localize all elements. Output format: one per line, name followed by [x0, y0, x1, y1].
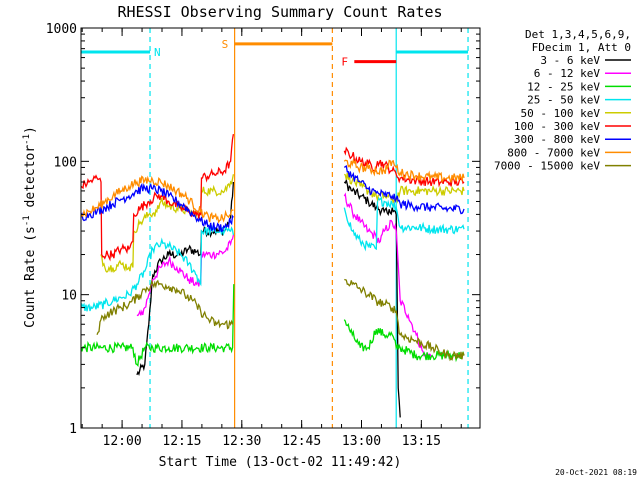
plot-frame	[80, 27, 481, 429]
y-axis-title-mid: detector	[23, 145, 38, 216]
series-line-8	[96, 278, 465, 362]
legend-label-5: 100 - 300 keV	[514, 120, 600, 133]
legend-label-2: 12 - 25 keV	[527, 80, 600, 93]
x-tick-label: 12:30	[222, 434, 261, 449]
legend-header-line: Det 1,3,4,5,6,9,	[525, 28, 631, 41]
flag-label-n: N	[154, 46, 161, 59]
y-tick-label: 100	[54, 155, 77, 170]
y-tick-label: 1000	[46, 22, 77, 37]
plot-area: N S F	[81, 28, 469, 428]
y-tick-label: 10	[61, 289, 77, 304]
legend-label-6: 300 - 800 keV	[514, 133, 600, 146]
series-line-4	[100, 172, 465, 273]
legend-label-0: 3 - 6 keV	[540, 54, 600, 67]
footer-date: 20-Oct-2021 08:19	[555, 468, 637, 477]
y-axis-title-sup1: -1	[22, 215, 32, 226]
legend-label-4: 50 - 100 keV	[521, 107, 601, 120]
series-line-6	[81, 165, 465, 233]
legend-label-8: 7000 - 15000 keV	[494, 160, 600, 173]
series-line-3	[81, 195, 465, 312]
legend-header-line: FDecim 1, Att 0	[532, 41, 631, 54]
legend-label-1: 6 - 12 keV	[534, 67, 601, 80]
series-line-2	[81, 284, 465, 368]
x-axis-title: Start Time (13-Oct-02 11:49:42)	[159, 455, 402, 470]
x-tick-label: 13:15	[402, 434, 441, 449]
series-line-5	[81, 133, 465, 262]
x-tick-label: 13:00	[342, 434, 381, 449]
legend-label-3: 25 - 50 keV	[527, 94, 600, 107]
flag-label-f: F	[341, 56, 348, 69]
y-axis-title-base: Count Rate (s	[23, 226, 38, 328]
y-axis-title-end: )	[23, 126, 38, 134]
x-tick-label: 12:45	[282, 434, 321, 449]
flag-label-s: S	[222, 38, 229, 51]
legend: Det 1,3,4,5,6,9,FDecim 1, Att 03 - 6 keV…	[494, 28, 631, 173]
chart-title: RHESSI Observing Summary Count Rates	[117, 3, 442, 21]
x-tick-label: 12:00	[103, 434, 142, 449]
series-line-0	[136, 178, 401, 418]
legend-label-7: 800 - 7000 keV	[507, 146, 600, 159]
y-axis-title: Count Rate (s-1 detector-1)	[22, 126, 38, 328]
x-tick-label: 12:15	[162, 434, 201, 449]
series-line-7	[81, 158, 465, 224]
series-line-1	[136, 192, 433, 360]
axes: 1 10 100 1000 12:00 12:15 12:30 12:45 13:00 13:15	[46, 22, 480, 449]
y-tick-label: 1	[69, 422, 77, 437]
y-axis-title-sup2: -1	[22, 134, 32, 145]
